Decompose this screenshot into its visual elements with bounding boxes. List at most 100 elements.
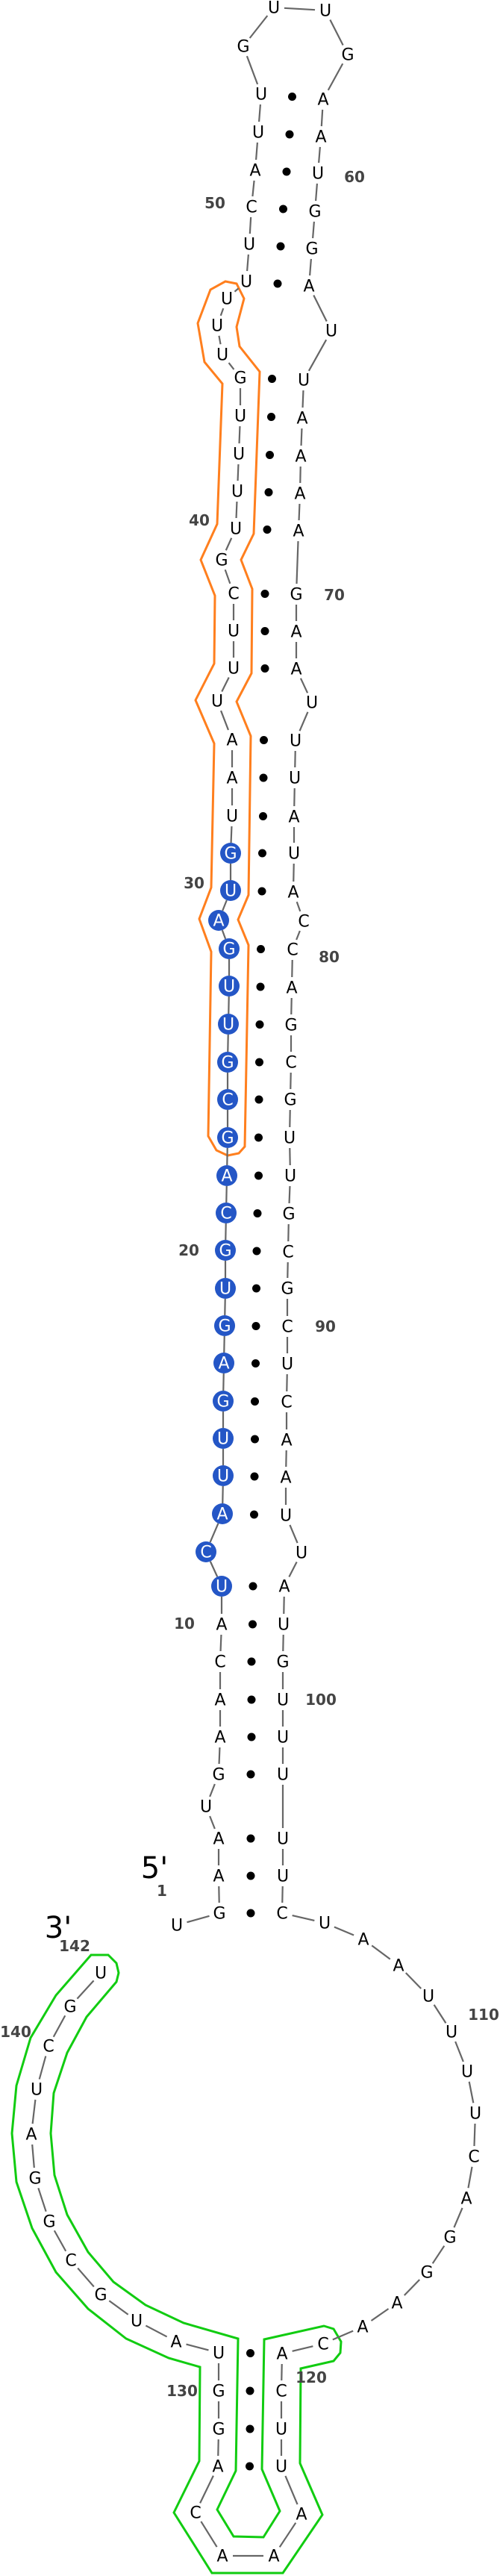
backbone-segment [431,2245,446,2264]
nucleotide-131: U [213,2345,225,2363]
nucleotide-79: C [298,913,309,932]
position-number: 110 [468,2006,499,2024]
nucleotide-11: U [216,1578,228,1597]
base-pair-dot [254,1133,263,1142]
nucleotide-84: G [284,1091,296,1110]
nucleotide-107: A [357,1931,369,1950]
nucleotide-52: U [252,124,264,143]
backbone-segment [298,503,301,521]
base-pair-dot [251,1359,260,1367]
backbone-segment [222,899,228,911]
nucleotide-90: C [281,1318,293,1337]
backbone-segment [453,2207,463,2228]
backbone-segment [292,2345,313,2352]
nucleotide-74: U [290,732,301,751]
nucleotide-132: A [170,2333,181,2352]
backbone-segment [289,1524,299,1544]
nucleotide-67: A [295,448,306,467]
nucleotide-41: U [231,483,243,502]
nucleotide-103: U [277,1830,289,1849]
nucleotide-114: A [460,2190,472,2209]
nucleotide-55: U [268,0,280,18]
nucleotide-129: G [212,2421,225,2439]
base-pair-dot [267,413,275,421]
backbone-segment [468,2081,475,2103]
base-pair-dot [250,1472,259,1481]
base-pair-dot [247,1733,256,1741]
position-number: 130 [166,2382,198,2400]
backbone-segment [473,2123,476,2147]
backbone-segment [186,2343,209,2351]
nucleotide-92: C [281,1394,292,1412]
nucleotide-4: A [213,1830,224,1849]
base-pair-dot [246,2424,254,2433]
base-pair-dot [260,627,269,635]
nucleotide-68: A [294,485,305,504]
backbone-segment [228,362,235,370]
base-pair-dot [276,242,285,251]
highlight-circle [208,910,229,931]
highlight-circle [217,1052,238,1073]
nucleotide-7: A [214,1729,225,1747]
backbone-segment [145,2324,168,2338]
nucleotide-142: U [95,1965,107,1983]
nucleotide-35: U [211,693,223,711]
nucleotide-12: C [200,1544,211,1562]
nucleotide-137: G [28,2170,41,2189]
nucleotide-38: C [228,585,239,604]
three-prime-label: 3' [45,1911,72,1945]
nucleotide-28: G [222,941,235,959]
highlight-circle [217,1089,238,1110]
nucleotide-42: U [233,446,245,464]
backbone-segment [370,2308,390,2321]
nucleotide-3: A [213,1868,224,1886]
five-prime-label: 5' [141,1851,168,1886]
nucleotide-94: A [280,1469,291,1488]
nucleotide-15: U [217,1430,229,1449]
nucleotide-34: A [226,732,237,750]
nucleotide-58: A [317,91,328,110]
backbone-segment [312,221,315,239]
nucleotide-126: A [216,2548,228,2566]
nucleotide-73: U [306,694,318,713]
nucleotide-16: G [216,1393,229,1412]
highlight-circle [219,938,240,959]
nucleotide-61: G [308,203,321,222]
backbone-segment [77,2267,95,2288]
base-pair-dot [285,130,294,139]
backbone-segment [292,1915,315,1921]
nucleotide-39: G [215,552,228,570]
nucleotide-122: U [275,2421,287,2439]
nucleotide-127: C [190,2504,201,2523]
nucleotide-27: U [223,978,235,997]
base-pair-dot [264,488,273,496]
base-pair-dot [246,1909,255,1918]
backbone-segment [288,1561,298,1578]
nucleotide-37: U [228,623,240,641]
position-number: 140 [0,2023,31,2041]
backbone-segment [76,1980,95,2000]
nucleotide-108: A [393,1957,404,1976]
nucleotide-130: G [212,2383,225,2401]
nucleotide-32: U [226,808,238,826]
nucleotide-111: U [461,2063,473,2082]
nucleotide-47: U [221,290,233,309]
nucleotide-70: G [290,586,302,605]
highlight-circle [220,843,241,864]
backbone-segment [371,1945,391,1960]
base-pair-dot [257,945,265,953]
nucleotide-53: U [255,86,267,105]
backbone-segment [224,569,231,584]
backbone-segment [246,55,259,85]
backbone-segment [257,104,262,122]
highlight-circle [213,1465,234,1486]
highlight-circle [213,1428,234,1449]
nucleotide-89: G [281,1280,293,1299]
position-number: 50 [204,194,225,212]
backbone-segment [218,1747,221,1765]
nucleotide-66: A [296,410,307,428]
backbone-segment [307,339,328,372]
backbone-segment [313,295,328,322]
backbone-segment [454,2041,464,2062]
nucleotide-75: U [289,770,301,788]
